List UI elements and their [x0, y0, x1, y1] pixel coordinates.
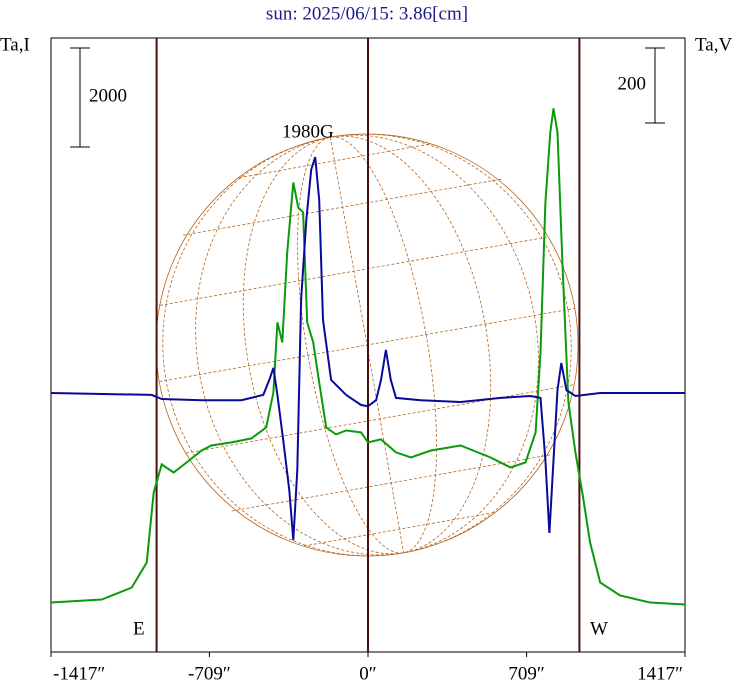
scale-bar-label: 2000	[89, 85, 127, 106]
series-line	[50, 108, 686, 606]
parallel	[183, 178, 503, 236]
parallel	[231, 454, 551, 512]
y2-axis-label: Ta,V	[695, 34, 732, 55]
x-tick-label: -1417″	[53, 663, 105, 684]
parallel	[238, 143, 431, 179]
scale-bar	[645, 47, 665, 124]
parallel	[159, 236, 549, 306]
scale-bar-label: 200	[618, 73, 647, 94]
parallel	[303, 511, 496, 547]
y-axis-label: Ta,I	[0, 34, 30, 55]
x-tick-label: 0″	[359, 663, 376, 684]
annotation: 1980G	[282, 121, 334, 142]
limb-label: W	[590, 618, 608, 639]
x-tick-label: 1417″	[637, 663, 683, 684]
parallel	[185, 384, 575, 454]
series-line	[50, 156, 685, 541]
chart-title: sun: 2025/06/15: 3.86[cm]	[266, 3, 468, 24]
x-tick-label: 709″	[508, 663, 544, 684]
limb-label: E	[133, 618, 145, 639]
x-tick-label: -709″	[188, 663, 231, 684]
scale-bar	[70, 47, 90, 148]
